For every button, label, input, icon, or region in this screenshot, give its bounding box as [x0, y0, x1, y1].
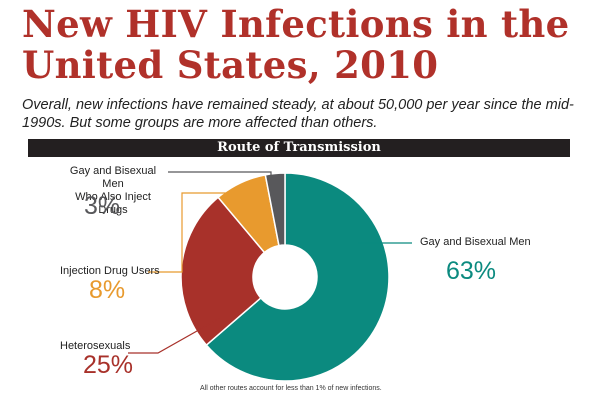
page-title: New HIV Infections in the United States,… [22, 2, 570, 87]
percent-msm-idu: 3% [84, 192, 121, 220]
label-msm: Gay and Bisexual Men [420, 236, 531, 248]
label-msm-idu: Gay and Bisexual Men Who Also Inject Dru… [60, 165, 166, 217]
label-msm-idu-line1: Gay and Bisexual Men [69, 165, 157, 190]
label-idu: Injection Drug Users [60, 265, 160, 277]
slice-gay-and-bisexual-men-who-also-inject-drugs [264, 172, 286, 247]
leader-line-msm-idu [168, 171, 272, 177]
footnote: All other routes account for less than 1… [200, 385, 382, 392]
percent-msm: 63% [446, 257, 497, 285]
label-msm-idu-line2: Who Also Inject Drugs [75, 191, 151, 216]
slice-heterosexuals [180, 196, 266, 347]
percent-het: 25% [83, 351, 134, 379]
slice-gay-and-bisexual-men [205, 172, 390, 382]
leader-line-het [128, 317, 221, 354]
label-het: Heterosexuals [60, 340, 131, 352]
section-title: Route of Transmission [28, 139, 570, 157]
percent-idu: 8% [89, 276, 126, 304]
leader-line-idu [148, 192, 240, 273]
page-subtitle: Overall, new infections have remained st… [22, 97, 574, 131]
